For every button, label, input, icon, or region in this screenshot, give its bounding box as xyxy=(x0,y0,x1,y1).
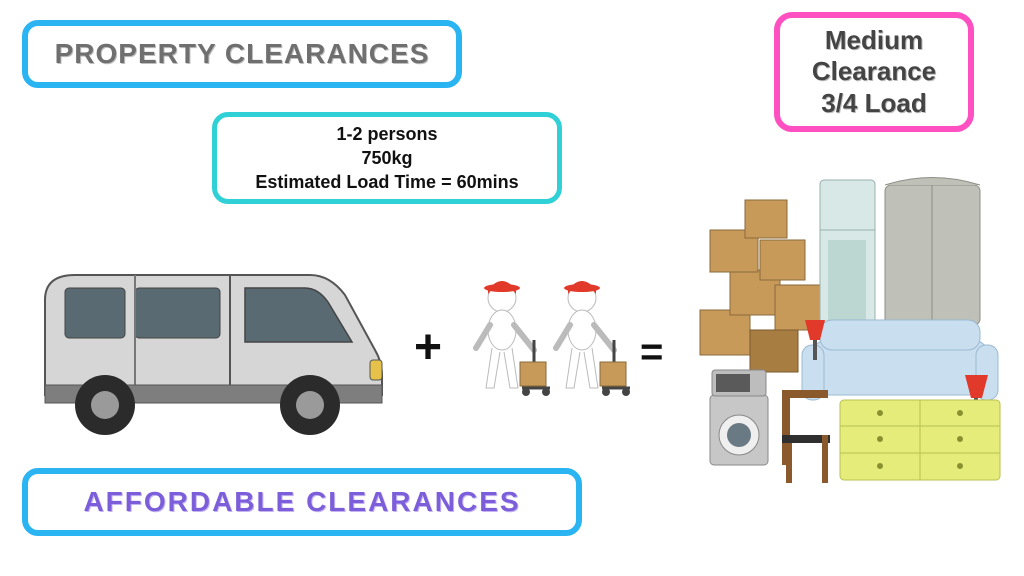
dresser-icon xyxy=(840,400,1000,480)
details-persons: 1-2 persons xyxy=(336,122,437,146)
header-title-box: PROPERTY CLEARANCES xyxy=(22,20,462,88)
badge-line1: Medium xyxy=(825,25,923,56)
household-items-icon xyxy=(690,170,1010,510)
van-icon xyxy=(10,230,390,460)
footer-text: AFFORDABLE CLEARANCES xyxy=(83,486,520,518)
plus-symbol: + xyxy=(414,320,442,375)
equals-symbol: = xyxy=(640,330,663,375)
details-box: 1-2 persons 750kg Estimated Load Time = … xyxy=(212,112,562,204)
details-time: Estimated Load Time = 60mins xyxy=(255,170,518,194)
washer-icon xyxy=(710,395,768,465)
header-title-text: PROPERTY CLEARANCES xyxy=(55,38,430,70)
footer-box: AFFORDABLE CLEARANCES xyxy=(22,468,582,536)
badge-line3: 3/4 Load xyxy=(821,88,926,119)
details-weight: 750kg xyxy=(361,146,412,170)
clearance-badge: Medium Clearance 3/4 Load xyxy=(774,12,974,132)
chair-icon xyxy=(782,390,830,483)
badge-line2: Clearance xyxy=(812,56,936,87)
workers-icon xyxy=(462,270,632,410)
